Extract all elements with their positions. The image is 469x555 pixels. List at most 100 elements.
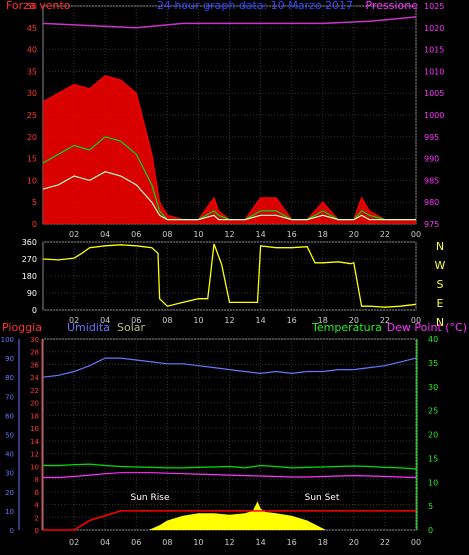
direction-left-ticks: 0 90 180 270 360 bbox=[22, 238, 37, 315]
wind-x-tick-label: 02 bbox=[69, 230, 79, 239]
temp-x-tick-label: 02 bbox=[69, 538, 79, 547]
humidity-label: Umidita bbox=[67, 321, 110, 334]
pressure-tick-label: 1000 bbox=[424, 111, 444, 120]
wind-x-tick-label: 08 bbox=[162, 230, 172, 239]
pressure-tick-label: 975 bbox=[424, 220, 439, 229]
wind-tick-label: 10 bbox=[27, 176, 37, 185]
temp-x-tick-label: 20 bbox=[349, 538, 359, 547]
pressure-tick-label: 980 bbox=[424, 198, 439, 207]
temp-x-tick-label: 14 bbox=[255, 538, 265, 547]
humidity-tick-label: 60 bbox=[5, 412, 14, 420]
compass-label: E bbox=[437, 297, 444, 310]
humidity-tick-label: 100 bbox=[1, 336, 14, 344]
rain-tick-label: 20 bbox=[30, 400, 39, 408]
wind-series bbox=[42, 16, 417, 224]
humidity-series-line bbox=[42, 357, 417, 378]
temperature-label: Temperatura bbox=[311, 321, 382, 334]
compass-label: S bbox=[437, 278, 444, 291]
rain-tick-label: 2 bbox=[35, 514, 39, 522]
direction-x-tick-label: 22 bbox=[380, 316, 390, 325]
humidity-tick-label: 30 bbox=[5, 470, 14, 478]
direction-x-tick-label: 16 bbox=[287, 316, 297, 325]
direction-tick-label: 90 bbox=[27, 289, 37, 298]
wind-tick-label: 30 bbox=[27, 89, 37, 98]
rain-tick-label: 28 bbox=[30, 349, 39, 357]
pressure-tick-label: 985 bbox=[424, 176, 439, 185]
wind-x-tick-label: 10 bbox=[193, 230, 203, 239]
humidity-tick-label: 50 bbox=[5, 432, 14, 440]
rain-tick-label: 8 bbox=[35, 476, 39, 484]
temperature-tick-label: 35 bbox=[428, 359, 438, 368]
temperature-tick-label: 30 bbox=[428, 383, 438, 392]
humidity-tick-label: 90 bbox=[5, 355, 14, 363]
pressure-tick-label: 1005 bbox=[424, 89, 444, 98]
solar-label: Solar bbox=[117, 321, 146, 334]
direction-x-tick-label: 08 bbox=[162, 316, 172, 325]
wind-tick-label: 45 bbox=[27, 24, 37, 33]
rain-tick-label: 16 bbox=[30, 425, 39, 433]
wind-x-tick-label: 00 bbox=[411, 230, 421, 239]
temperature-tick-label: 25 bbox=[428, 407, 438, 416]
direction-x-tick-label: 10 bbox=[193, 316, 203, 325]
pressure-tick-label: 1010 bbox=[424, 67, 444, 76]
temperature-tick-label: 0 bbox=[428, 526, 433, 535]
wind-x-tick-label: 18 bbox=[318, 230, 328, 239]
humidity-tick-label: 0 bbox=[10, 527, 14, 535]
rain-tick-label: 30 bbox=[30, 336, 39, 344]
temp-x-tick-label: 16 bbox=[287, 538, 297, 547]
direction-x-tick-label: 06 bbox=[131, 316, 141, 325]
direction-x-tick-label: 02 bbox=[69, 316, 79, 325]
rain-tick-label: 22 bbox=[30, 387, 39, 395]
pressure-tick-label: 1015 bbox=[424, 46, 444, 55]
sunset-annotation: Sun Set bbox=[305, 493, 340, 503]
temp-x-tick-label: 04 bbox=[100, 538, 110, 547]
wind-x-tick-label: 04 bbox=[100, 230, 110, 239]
temperature-series-line bbox=[43, 463, 417, 470]
direction-x-ticks: 02 04 06 08 10 12 14 16 18 20 22 00 bbox=[69, 316, 421, 325]
temp-x-tick-label: 18 bbox=[318, 538, 328, 547]
humidity-tick-label: 40 bbox=[5, 451, 14, 459]
temp-x-tick-label: 10 bbox=[193, 538, 203, 547]
avg-wind-series-line bbox=[42, 136, 416, 221]
direction-x-tick-label: 20 bbox=[349, 316, 359, 325]
rain-tick-label: 18 bbox=[30, 412, 39, 420]
rain-tick-label: 0 bbox=[35, 527, 39, 535]
pressure-right-ticks: 975 980 985 990 995 1000 1005 1010 1015 1020 1025 bbox=[424, 2, 444, 229]
pressure-tick-label: 1020 bbox=[424, 24, 444, 33]
chart-title: 24 hour graph data: 10 Marzo 2017 bbox=[157, 0, 353, 12]
pressure-axis-label: Pressione bbox=[366, 0, 419, 12]
wind-x-ticks: 02 04 06 08 10 12 14 16 18 20 22 00 bbox=[69, 230, 421, 239]
temperature-ticks: 0 5 10 15 20 25 30 35 40 bbox=[416, 335, 438, 535]
compass-label: W bbox=[435, 259, 446, 272]
temperature-tick-label: 5 bbox=[428, 502, 433, 511]
temp-x-tick-label: 08 bbox=[162, 538, 172, 547]
wind-tick-label: 50 bbox=[27, 2, 37, 11]
temp-x-tick-label: 22 bbox=[380, 538, 390, 547]
temp-x-tick-label: 06 bbox=[131, 538, 141, 547]
temperature-tick-label: 15 bbox=[428, 454, 438, 463]
direction-x-tick-label: 04 bbox=[100, 316, 110, 325]
wind-tick-label: 0 bbox=[32, 220, 37, 229]
humidity-tick-label: 10 bbox=[5, 508, 14, 516]
gust-series-area bbox=[43, 75, 416, 224]
wind-x-tick-label: 14 bbox=[255, 230, 265, 239]
pressure-tick-label: 995 bbox=[424, 133, 439, 142]
compass-label: N bbox=[436, 316, 444, 329]
temp-x-tick-label: 12 bbox=[224, 538, 234, 547]
wind-tick-label: 25 bbox=[27, 111, 37, 120]
wind-x-tick-label: 22 bbox=[380, 230, 390, 239]
wind-left-ticks: 0 5 10 15 20 25 30 35 40 45 50 bbox=[27, 2, 37, 229]
direction-tick-label: 270 bbox=[22, 255, 37, 264]
wind-tick-label: 20 bbox=[27, 133, 37, 142]
rain-tick-label: 26 bbox=[30, 361, 39, 369]
direction-tick-label: 360 bbox=[22, 238, 37, 247]
direction-x-tick-label: 18 bbox=[318, 316, 328, 325]
temperature-tick-label: 40 bbox=[428, 335, 438, 344]
pressure-series-line bbox=[42, 16, 417, 29]
temp-series bbox=[42, 357, 417, 531]
rain-tick-label: 4 bbox=[35, 502, 40, 510]
dewpoint-series-line bbox=[43, 472, 417, 479]
